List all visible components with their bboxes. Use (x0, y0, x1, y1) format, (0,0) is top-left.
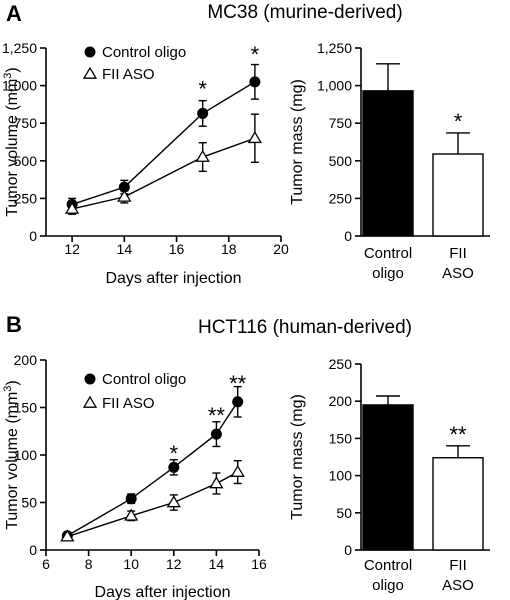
panel-a-legend-label-control: Control oligo (102, 44, 186, 61)
panel-b-legend-label-control: Control oligo (102, 371, 186, 388)
panel-b-series-fii-aso-point (60, 529, 75, 542)
panel-a-series-control-point (249, 76, 261, 88)
panel-b-line-ylabel-end: ) (4, 380, 21, 385)
panel-a-bar-control (362, 90, 414, 237)
panel-b-series-fii-aso-point (124, 508, 139, 521)
panel-b-legend-marker-fii-aso (82, 395, 98, 408)
panel-a-series-fii-aso-point (247, 130, 263, 144)
panel-a-bar-ytick-label: 750 (329, 115, 353, 131)
panel-a-line-xtick-label: 12 (64, 241, 80, 257)
panel-b-bar-category-label: FII (449, 557, 467, 574)
panel-a-line-ytick-label: 250 (14, 190, 38, 206)
panel-a-line-ytick-label: 750 (14, 115, 38, 131)
panel-b-bar-ytick-label: 200 (329, 393, 353, 409)
panel-b-line-ytick-label: 0 (29, 542, 37, 558)
panel-b-bar-control (362, 404, 414, 551)
panel-a-series-fii-aso-line (71, 137, 256, 210)
panel-a-bar-ylabel: Tumor mass (mg) (289, 79, 306, 205)
panel-b-bar-category-label: Control (364, 557, 412, 574)
panel-b-letter: B (6, 312, 22, 337)
panel-b-line-significance: * (170, 441, 179, 466)
panel-a-line-xlabel: Days after injection (105, 270, 241, 287)
panel-b-legend-marker-control (84, 373, 96, 385)
panel-b-title: HCT116 (human-derived) (198, 317, 412, 338)
panel-a-line-ylabel-end: ) (4, 67, 21, 72)
panel-b-series-fii-aso-point (230, 464, 245, 477)
panel-b-line-ytick-label: 100 (14, 447, 38, 463)
panel-b-line-ytick-label: 150 (14, 400, 38, 416)
panel-b-series-fii-aso-point (166, 495, 181, 508)
panel-a-bar-category-label: oligo (372, 265, 404, 282)
panel-b-series-control-point (210, 428, 222, 440)
panel-a-legend-label-fii-aso: FII ASO (102, 66, 155, 83)
panel-b-legend-label-fii-aso: FII ASO (102, 395, 155, 412)
panel-a-line-significance: * (198, 76, 207, 101)
panel-a-line-ylabel-main: Tumor volume (mm (4, 79, 21, 217)
panel-a-line-xtick-label: 16 (169, 241, 185, 257)
panel-b-bar-ytick-label: 100 (329, 468, 353, 484)
panel-a-series-fii-aso-point (117, 189, 132, 202)
panel-a-line-significance: * (251, 42, 260, 67)
panel-b-series-fii-aso-line (67, 471, 239, 538)
panel-b-line-ytick-label: 50 (21, 495, 37, 511)
panel-b-bar-ytick-label: 0 (344, 542, 352, 558)
panel-b-series-control-point (125, 493, 137, 505)
panel-a-bar-significance: * (454, 109, 463, 134)
panel-b-line-ylabel-main: Tumor volume (mm (4, 392, 21, 530)
panel-b-line-xtick-label: 8 (85, 556, 93, 572)
panel-b-bar-ylabel: Tumor mass (mg) (289, 394, 306, 520)
panel-a-bar-ytick-label: 250 (329, 190, 353, 206)
panel-a-series-control-line (71, 81, 256, 206)
panel-a-bar-ytick-label: 1,000 (317, 78, 352, 94)
panel-a-legend-marker-control (84, 46, 96, 58)
panel-a-title: MC38 (murine-derived) (207, 2, 402, 23)
panel-b-line-ylabel: Tumor volume (mm3) (2, 380, 21, 530)
panel-a-bar-category-label: FII (449, 245, 467, 262)
panel-b-line-significance: ** (208, 403, 226, 428)
panel-b-line-ytick-label: 200 (14, 352, 38, 368)
panel-a-line-ytick-label: 500 (14, 153, 38, 169)
panel-b-line-xtick-label: 12 (166, 556, 182, 572)
panel-b-series-fii-aso-point (209, 476, 224, 489)
panel-a-bar-fii-aso (432, 153, 484, 237)
panel-a-line-ylabel: Tumor volume (mm3) (2, 67, 21, 217)
panel-b-line-xtick-label: 16 (251, 556, 267, 572)
panel-b-line-significance: ** (229, 371, 247, 396)
panel-a-line-ytick-label: 1,250 (2, 40, 37, 56)
panel-a-line-xtick-label: 20 (273, 241, 289, 257)
panel-a-bar-ytick-label: 1,250 (317, 40, 352, 56)
panel-b-line-ylabel-sup: 3 (2, 386, 14, 392)
panel-b-bar-fii-aso (432, 457, 484, 551)
panel-b-line-xtick-label: 6 (42, 556, 50, 572)
panel-a-line-xtick-label: 14 (117, 241, 133, 257)
panel-b-bar-ytick-label: 50 (336, 505, 352, 521)
panel-b-bar-ytick-label: 150 (329, 430, 353, 446)
panel-a-bar-category-label: Control (364, 245, 412, 262)
panel-b-bar-category-label: oligo (372, 577, 404, 594)
panel-b-bar-significance: ** (449, 422, 467, 447)
panel-a-letter: A (6, 1, 22, 26)
panel-b-bar-category-label: ASO (442, 577, 474, 594)
panel-a-bar-ytick-label: 500 (329, 153, 353, 169)
panel-b-bar-ytick-label: 250 (329, 356, 353, 372)
panel-b-series-control-point (232, 396, 244, 408)
panel-a-line-ytick-label: 0 (29, 228, 37, 244)
panel-a-line-ylabel-sup: 3 (2, 73, 14, 79)
panel-b-line-xlabel: Days after injection (94, 584, 230, 600)
panel-a-bar-ytick-label: 0 (344, 228, 352, 244)
panel-a-series-fii-aso-point (195, 149, 210, 162)
panel-a-line-xtick-label: 18 (221, 241, 237, 257)
panel-b-line-xtick-label: 10 (123, 556, 139, 572)
panel-a-bar-category-label: ASO (442, 265, 474, 282)
panel-b-line-xtick-label: 14 (209, 556, 225, 572)
panel-a-series-fii-aso-point (64, 201, 80, 214)
panel-a-line-ytick-label: 1,000 (2, 78, 37, 94)
panel-a-legend-marker-fii-aso (82, 66, 98, 79)
panel-a-series-control-point (197, 107, 209, 119)
panel-b-series-control-point (168, 461, 180, 473)
